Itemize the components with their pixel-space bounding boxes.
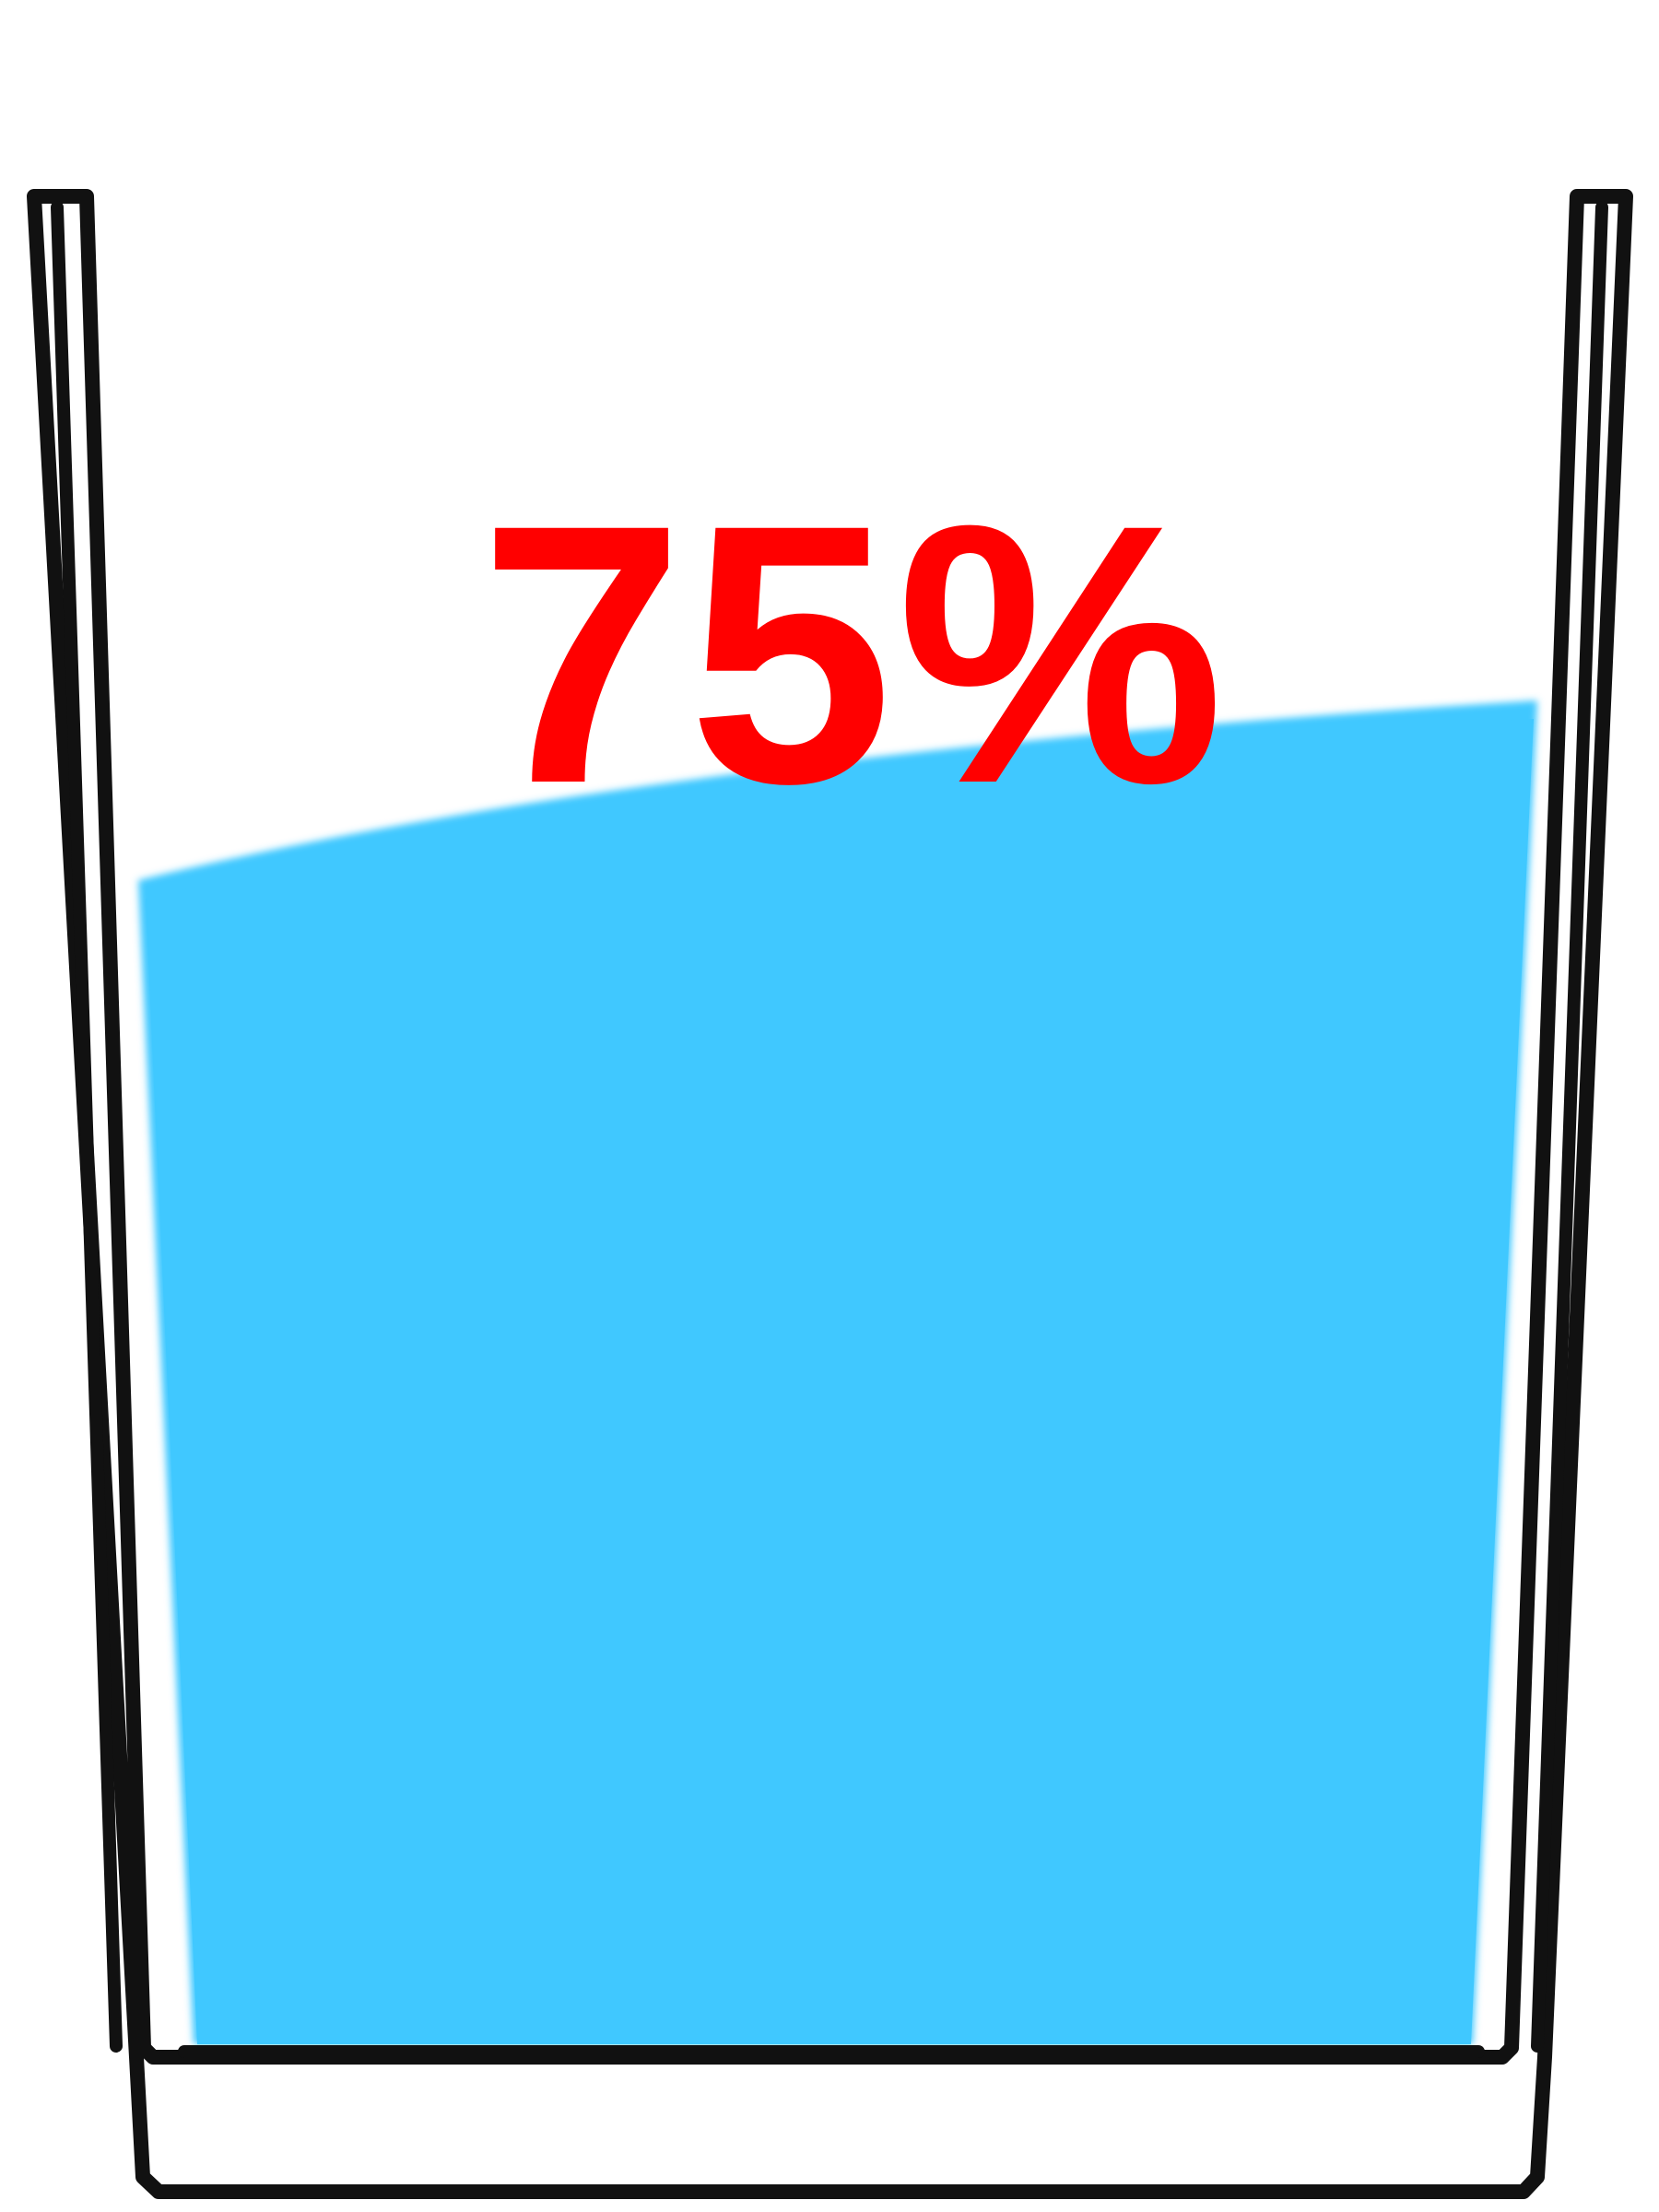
water-core <box>146 719 1534 2044</box>
fill-percentage-label: 75% <box>479 448 1229 860</box>
glass-inner-left-wall <box>51 201 123 2053</box>
glass-outer-outline <box>27 189 1633 2199</box>
glass-inner-right-wall <box>1531 201 1608 2053</box>
